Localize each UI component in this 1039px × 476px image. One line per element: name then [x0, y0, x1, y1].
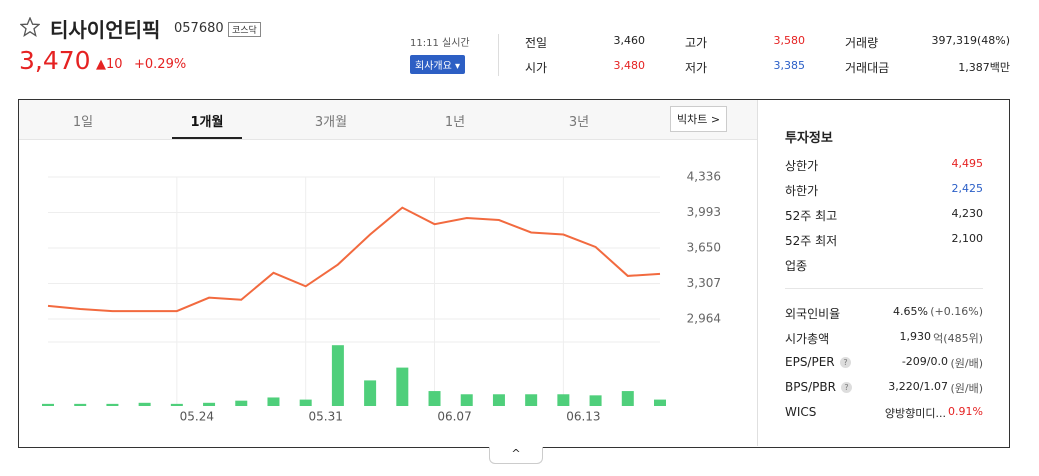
quote-label: 고가 — [685, 36, 708, 50]
stock-code: 057680 — [174, 21, 224, 36]
change-value: 10 — [106, 57, 123, 72]
time: 11:11 실시간 — [410, 38, 470, 49]
invest-title: 투자정보 — [785, 131, 833, 146]
invest-value: 양방향미디... — [884, 407, 946, 420]
invest-value: 4.65% — [893, 305, 928, 318]
tab-bar — [19, 100, 757, 140]
tab[interactable]: 1일 — [72, 115, 94, 130]
company-button[interactable]: 회사개요 ▾ — [410, 55, 466, 74]
quote-value: 1,387백만 — [958, 61, 1010, 74]
volume-bar — [170, 403, 183, 406]
invest-extra: 0.91% — [948, 405, 983, 418]
tab-underline — [172, 137, 242, 139]
volume-bar — [235, 400, 248, 406]
quote-label: 거래대금 — [845, 61, 890, 75]
tab[interactable]: 1년 — [444, 115, 466, 130]
invest-separator — [785, 288, 983, 289]
volume-bar — [460, 394, 473, 406]
help-icon[interactable]: ? — [840, 357, 851, 368]
invest-label: WICS — [785, 405, 817, 419]
quote-label: 거래량 — [845, 36, 879, 50]
volume-bar — [106, 403, 119, 406]
invest-value: 4,230 — [951, 207, 984, 220]
help-icon[interactable]: ? — [841, 382, 852, 393]
collapse-button[interactable]: ^ — [489, 447, 543, 464]
volume-bar — [589, 395, 602, 406]
invest-value: 3,220/1.07 — [888, 380, 948, 393]
invest-label: BPS/PBR — [785, 380, 836, 394]
tab[interactable]: 3년 — [568, 115, 590, 130]
market-badge: 코스닥 — [228, 22, 261, 37]
quote-label: 저가 — [685, 61, 708, 75]
x-tick-label: 05.24 — [180, 410, 214, 424]
volume-bar — [299, 399, 312, 406]
invest-value: 1,930 — [899, 330, 932, 343]
invest-value: 2,100 — [951, 232, 984, 245]
invest-label: 외국인비율 — [785, 307, 841, 321]
quote-value: 397,319(48%) — [931, 34, 1010, 47]
y-tick-label: 3,650 — [687, 240, 721, 254]
tab[interactable]: 3개월 — [314, 115, 348, 130]
quote-value: 3,480 — [613, 59, 646, 72]
big-chart-button[interactable]: 빅차트 > — [670, 106, 728, 132]
volume-bar — [364, 380, 377, 406]
volume-bar — [428, 391, 441, 406]
y-tick-label: 4,336 — [687, 170, 721, 184]
invest-value: 2,425 — [951, 182, 984, 195]
panel-divider — [757, 100, 758, 446]
quote-value: 3,580 — [773, 34, 806, 47]
volume-bar — [525, 394, 538, 406]
volume-bar — [331, 345, 344, 406]
volume-bar — [654, 399, 666, 406]
quote-label: 시가 — [525, 61, 548, 75]
change-rate: +0.29% — [134, 57, 187, 72]
tab[interactable]: 1개월 — [190, 115, 224, 130]
x-tick-label: 06.07 — [437, 410, 471, 424]
y-tick-label: 2,964 — [687, 311, 721, 325]
volume-bar — [267, 397, 280, 406]
invest-label: 52주 최저 — [785, 234, 838, 248]
invest-label: 하한가 — [785, 184, 819, 198]
invest-value: 4,495 — [951, 157, 984, 170]
invest-label: EPS/PER — [785, 355, 835, 369]
invest-label: 업종 — [785, 259, 808, 273]
volume-bar — [557, 394, 570, 406]
favorite-star[interactable] — [20, 17, 40, 37]
invest-label: 시가총액 — [785, 332, 830, 346]
volume-bar — [74, 403, 87, 406]
price: 3,470 — [19, 46, 91, 75]
quote-value: 3,385 — [773, 59, 806, 72]
quote-value: 3,460 — [613, 34, 646, 47]
volume-bar — [492, 394, 505, 406]
x-tick-label: 05.31 — [309, 410, 343, 424]
invest-value: -209/0.0 — [901, 355, 948, 368]
stock-name: 티사이언티픽 — [50, 18, 161, 42]
divider — [498, 34, 499, 76]
big-chart-label: 빅차트 — [677, 113, 708, 126]
volume-bar — [42, 403, 54, 406]
x-tick-label: 06.13 — [566, 410, 600, 424]
volume-bar — [203, 402, 216, 406]
volume-bar — [621, 391, 634, 406]
invest-label: 52주 최고 — [785, 209, 838, 223]
invest-extra: (원/배) — [950, 382, 983, 395]
invest-extra: (원/배) — [950, 357, 983, 370]
invest-extra: 억(485위) — [933, 332, 983, 345]
y-tick-label: 3,993 — [687, 205, 721, 219]
y-tick-label: 3,307 — [687, 276, 721, 290]
invest-extra: (+0.16%) — [930, 305, 983, 318]
quote-label: 전일 — [525, 36, 548, 50]
price-line — [47, 206, 661, 313]
volume-bar — [396, 367, 409, 406]
invest-label: 상한가 — [785, 159, 819, 173]
volume-bar — [138, 402, 151, 406]
company-button-label: 회사개요 — [415, 61, 452, 72]
change: ▲10 — [96, 57, 123, 72]
